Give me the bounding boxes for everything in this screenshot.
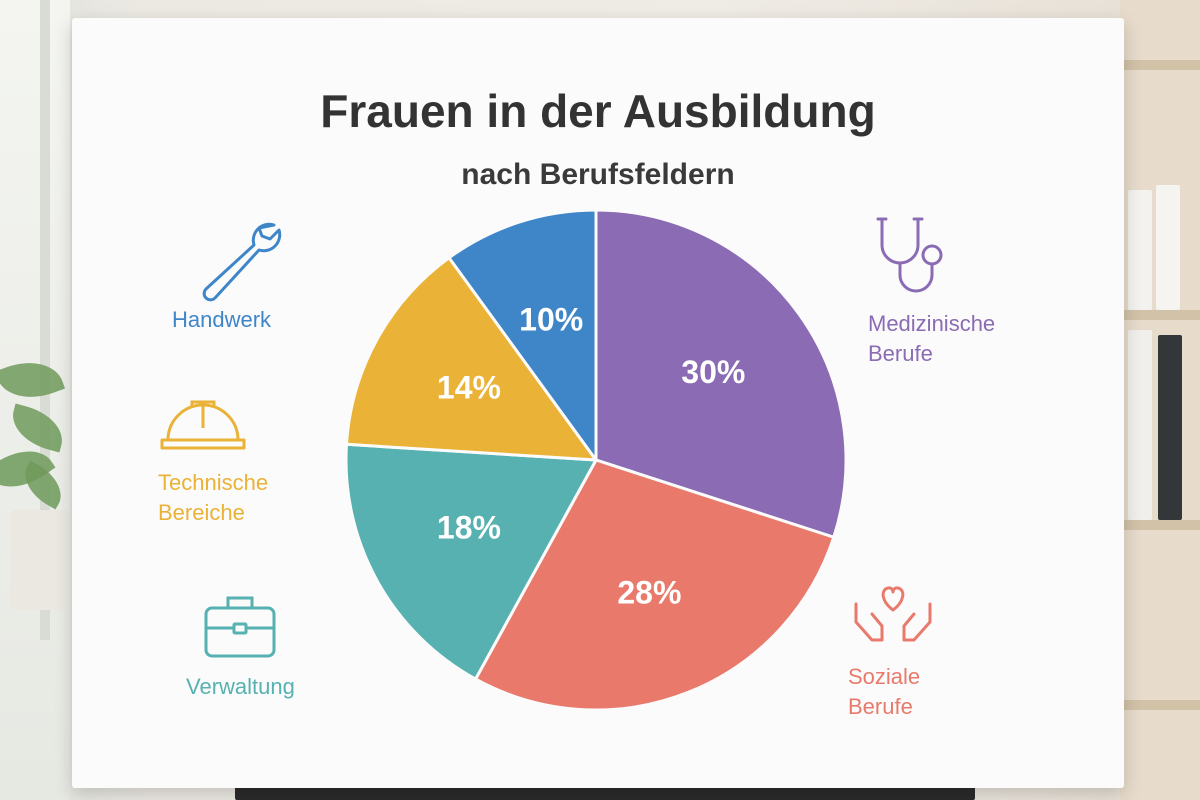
legend-label-handwerk: Handwerk (172, 305, 271, 335)
pie-slice-soziale-berufe (474, 458, 836, 712)
pie-slice-medizinische-berufe (594, 208, 848, 539)
shelf-background (1120, 0, 1200, 800)
stethoscope-icon (876, 217, 943, 293)
briefcase-icon (204, 596, 276, 658)
pie-slice-verwaltung (344, 442, 598, 681)
chart-board: Frauen in der Ausbildung nach Berufsfeld… (72, 18, 1124, 788)
legend-label-technische-bereiche-line1: Technische (158, 470, 269, 495)
chart-title: Frauen in der Ausbildung (320, 85, 876, 137)
pie-slice-handwerk (447, 208, 598, 462)
legend-label-medizinische-berufe: Medizinische Berufe (868, 309, 995, 369)
legend-label-verwaltung: Verwaltung (186, 672, 295, 702)
legend-label-medizinische-berufe-line2: Berufe (868, 341, 933, 366)
legend-label-soziale-berufe: Soziale Berufe (848, 662, 920, 722)
legend-label-soziale-berufe-line2: Berufe (848, 694, 913, 719)
slice-label-verwaltung: 18% (437, 509, 501, 545)
legend-label-medizinische-berufe-line1: Medizinische (868, 311, 996, 336)
window-background (0, 0, 70, 800)
heart-hands-icon (854, 586, 932, 642)
legend-label-handwerk-line1: Handwerk (172, 307, 272, 332)
wrench-icon (202, 222, 282, 302)
slice-label-technische-bereiche: 14% (437, 370, 501, 406)
pie-slice-technische-bereiche (344, 256, 598, 462)
easel (235, 785, 975, 800)
legend-label-soziale-berufe-line1: Soziale (848, 664, 921, 689)
hard-hat-icon (160, 400, 246, 450)
pie-chart: 30% 28% 18% 14% 10% (344, 208, 848, 712)
slice-label-soziale-berufe: 28% (617, 574, 681, 610)
legend-label-verwaltung-line1: Verwaltung (186, 674, 295, 699)
window-frame-bar (40, 0, 50, 640)
chart-subtitle: nach Berufsfeldern (461, 158, 735, 191)
slice-label-handwerk: 10% (519, 302, 583, 338)
legend-label-technische-bereiche-line2: Bereiche (158, 500, 245, 525)
slice-label-medizinische-berufe: 30% (681, 354, 745, 390)
legend-label-technische-bereiche: Technische Bereiche (158, 468, 268, 528)
